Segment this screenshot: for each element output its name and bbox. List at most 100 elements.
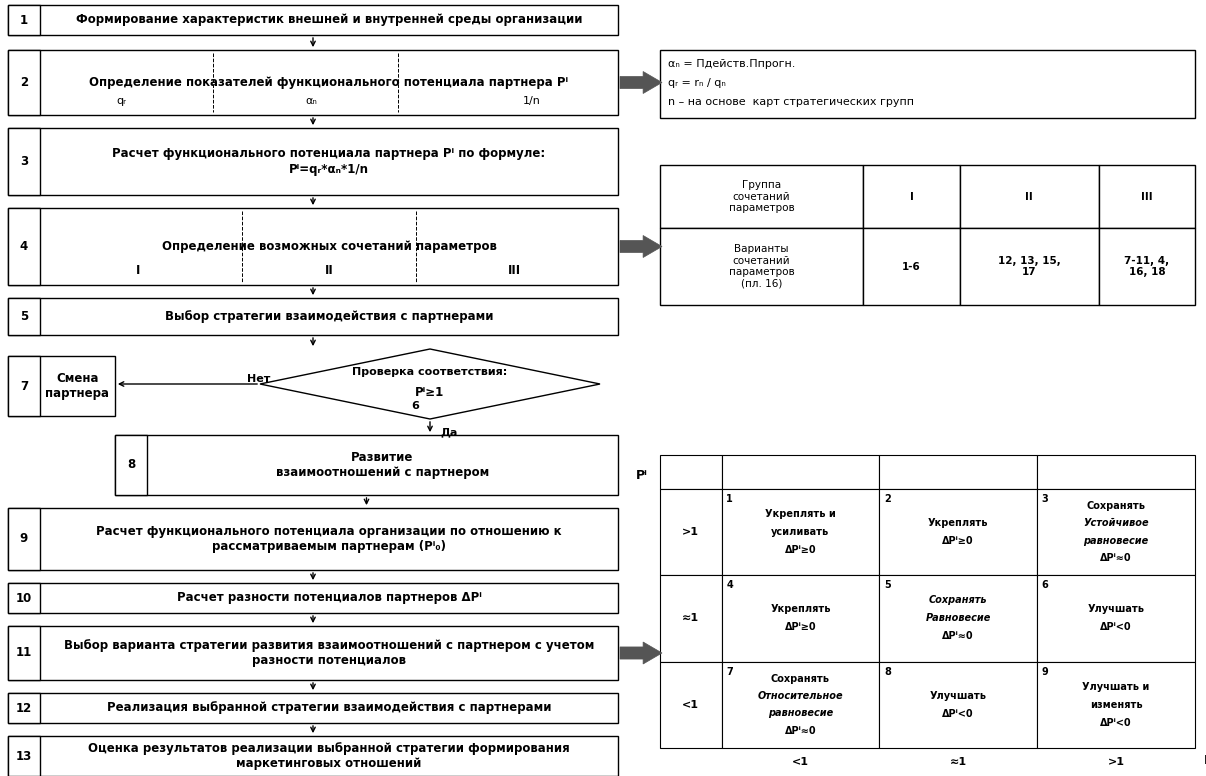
- Bar: [8, 128, 40, 195]
- Bar: [8, 5, 617, 35]
- Text: 8: 8: [127, 459, 135, 472]
- Bar: [8, 508, 617, 570]
- Bar: [1037, 489, 1195, 575]
- Bar: [115, 435, 147, 495]
- Text: 3: 3: [1042, 494, 1048, 504]
- Bar: [660, 228, 863, 305]
- Text: 2: 2: [884, 494, 891, 504]
- Text: Укреплять: Укреплять: [771, 605, 831, 615]
- Bar: [8, 128, 617, 195]
- Text: ΔPⁱ<0: ΔPⁱ<0: [1100, 622, 1132, 632]
- Text: равновесие: равновесие: [1083, 535, 1148, 546]
- Text: Улучшать и: Улучшать и: [1083, 682, 1149, 691]
- Text: 1-6: 1-6: [902, 262, 921, 272]
- Bar: [1099, 165, 1195, 228]
- Text: II: II: [324, 265, 333, 278]
- Text: ΔPⁱ≥0: ΔPⁱ≥0: [942, 536, 974, 546]
- Text: ≈1: ≈1: [949, 757, 967, 767]
- Text: 7-11, 4,
16, 18: 7-11, 4, 16, 18: [1124, 256, 1170, 277]
- Text: ΔPⁱ≥0: ΔPⁱ≥0: [785, 545, 816, 555]
- Bar: [863, 165, 960, 228]
- Text: Выбор стратегии взаимодействия с партнерами: Выбор стратегии взаимодействия с партнер…: [165, 310, 493, 323]
- Text: I: I: [136, 265, 140, 278]
- Text: усиливать: усиливать: [772, 527, 830, 537]
- Text: Сохранять: Сохранять: [771, 674, 830, 684]
- Bar: [660, 489, 721, 575]
- Polygon shape: [620, 71, 662, 93]
- Text: 6: 6: [411, 401, 418, 411]
- Text: Сохранять: Сохранять: [929, 595, 988, 605]
- Text: 12, 13, 15,
17: 12, 13, 15, 17: [997, 256, 1060, 277]
- Bar: [879, 489, 1037, 575]
- Text: Варианты
сочетаний
параметров
(пл. 16): Варианты сочетаний параметров (пл. 16): [728, 244, 795, 289]
- Text: 3: 3: [21, 155, 28, 168]
- Text: qᵣ = rₙ / qₙ: qᵣ = rₙ / qₙ: [668, 78, 726, 88]
- Text: ΔPⁱ<0: ΔPⁱ<0: [1100, 718, 1132, 728]
- Text: равновесие: равновесие: [768, 708, 833, 719]
- Text: 9: 9: [1042, 667, 1048, 677]
- Bar: [660, 455, 721, 489]
- Text: Расчет функционального потенциала партнера Pⁱ по формуле:
Pⁱ=qᵣ*αₙ*1/n: Расчет функционального потенциала партне…: [112, 147, 545, 175]
- Text: 4: 4: [726, 580, 733, 590]
- Text: 5: 5: [19, 310, 28, 323]
- Text: ΔPⁱ≥0: ΔPⁱ≥0: [785, 622, 816, 632]
- Text: ΔPⁱ≈0: ΔPⁱ≈0: [785, 726, 816, 736]
- Text: 1/n: 1/n: [522, 96, 540, 106]
- Text: n – на основе  карт стратегических групп: n – на основе карт стратегических групп: [668, 98, 914, 107]
- Text: Реализация выбранной стратегии взаимодействия с партнерами: Реализация выбранной стратегии взаимодей…: [107, 702, 551, 715]
- Text: Устойчивое: Устойчивое: [1083, 518, 1149, 528]
- Text: Относительное: Относительное: [757, 691, 843, 702]
- Bar: [115, 435, 617, 495]
- Bar: [721, 455, 879, 489]
- Text: 1: 1: [21, 13, 28, 26]
- Text: Нет: Нет: [246, 374, 270, 384]
- Bar: [879, 455, 1037, 489]
- Text: Развитие
взаимоотношений с партнером: Развитие взаимоотношений с партнером: [276, 451, 490, 479]
- Text: <1: <1: [792, 757, 809, 767]
- Bar: [1037, 455, 1195, 489]
- Bar: [8, 298, 40, 335]
- Polygon shape: [620, 235, 662, 258]
- Text: Смена
партнера: Смена партнера: [46, 372, 110, 400]
- Text: III: III: [508, 265, 521, 278]
- Text: Равновесие: Равновесие: [925, 613, 991, 623]
- Text: 9: 9: [19, 532, 28, 546]
- Text: <1: <1: [683, 700, 699, 710]
- Text: Улучшать: Улучшать: [1088, 605, 1144, 615]
- Bar: [660, 575, 721, 662]
- Text: Улучшать: Улучшать: [930, 691, 987, 701]
- Text: >1: >1: [1107, 757, 1124, 767]
- Text: Сохранять: Сохранять: [1087, 501, 1146, 511]
- Bar: [8, 356, 40, 416]
- Text: 1: 1: [726, 494, 733, 504]
- Bar: [8, 298, 617, 335]
- Bar: [8, 693, 617, 723]
- Text: 10: 10: [16, 591, 33, 605]
- Text: ≈1: ≈1: [683, 613, 699, 623]
- Bar: [721, 489, 879, 575]
- Text: Определение возможных сочетаний параметров: Определение возможных сочетаний параметр…: [162, 240, 497, 253]
- Text: Pⁱ≥1: Pⁱ≥1: [415, 386, 445, 399]
- Bar: [721, 575, 879, 662]
- Bar: [8, 5, 40, 35]
- Bar: [879, 662, 1037, 748]
- Text: Расчет функционального потенциала организации по отношению к
рассматриваемым пар: Расчет функционального потенциала органи…: [96, 525, 562, 553]
- Text: 5: 5: [884, 580, 891, 590]
- Bar: [721, 662, 879, 748]
- Text: Расчет разности потенциалов партнеров ΔPⁱ: Расчет разности потенциалов партнеров ΔP…: [176, 591, 481, 605]
- Text: Pⁱ₀: Pⁱ₀: [1205, 753, 1206, 767]
- Text: Определение показателей функционального потенциала партнера Pⁱ: Определение показателей функционального …: [89, 76, 568, 89]
- Bar: [8, 626, 40, 680]
- Bar: [660, 50, 1195, 118]
- Text: ΔPⁱ≈0: ΔPⁱ≈0: [1100, 553, 1132, 563]
- Text: αₙ = Πдейств.Πпрогн.: αₙ = Πдейств.Πпрогн.: [668, 59, 796, 68]
- Text: 12: 12: [16, 702, 33, 715]
- Text: ΔPⁱ<0: ΔPⁱ<0: [942, 708, 974, 719]
- Text: qᵣ: qᵣ: [116, 96, 125, 106]
- Text: Формирование характеристик внешней и внутренней среды организации: Формирование характеристик внешней и вну…: [76, 13, 582, 26]
- Text: Pⁱ: Pⁱ: [636, 469, 648, 482]
- Bar: [8, 626, 617, 680]
- Bar: [1099, 228, 1195, 305]
- Text: Укреплять и: Укреплять и: [765, 509, 836, 519]
- Bar: [1037, 575, 1195, 662]
